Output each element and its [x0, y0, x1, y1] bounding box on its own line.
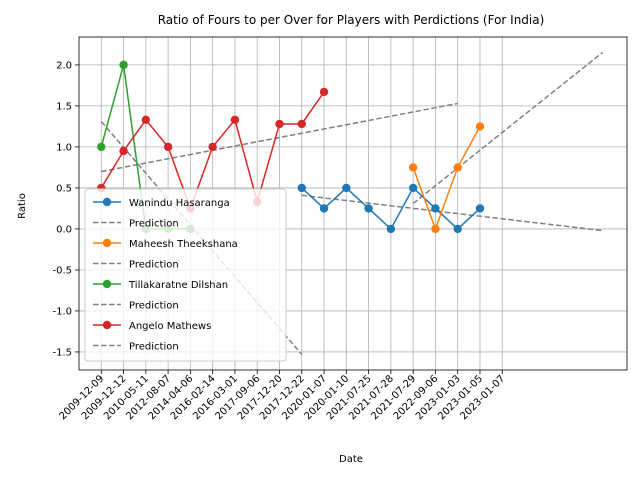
data-point — [453, 163, 462, 172]
legend-marker — [102, 279, 112, 289]
y-tick-label: 2.0 — [56, 60, 72, 71]
data-point — [408, 163, 418, 172]
legend-marker — [102, 238, 112, 248]
data-point — [408, 183, 418, 193]
data-point — [342, 183, 351, 193]
legend-label: Wanindu Hasaranga — [129, 198, 230, 209]
data-point — [319, 87, 329, 97]
y-tick-label: -1.5 — [52, 347, 72, 358]
data-point — [386, 224, 396, 234]
y-tick-label: 1.5 — [56, 101, 72, 112]
legend-marker — [102, 197, 112, 207]
legend-box — [84, 188, 287, 362]
data-point — [275, 119, 284, 129]
legend-label: Prediction — [129, 342, 179, 353]
prediction-line — [101, 102, 458, 173]
y-tick-label: -0.5 — [52, 265, 72, 276]
prediction-line — [301, 194, 603, 232]
data-point — [97, 142, 106, 152]
y-tick-label: 0.5 — [56, 183, 72, 194]
legend-marker — [102, 320, 112, 330]
data-point — [119, 146, 128, 156]
plot-frame — [78, 36, 628, 371]
series-line — [412, 126, 481, 232]
data-point — [141, 115, 151, 125]
prediction-line — [412, 51, 603, 205]
data-point — [230, 115, 240, 125]
data-point — [297, 119, 306, 129]
y-tick-label: 1.0 — [56, 142, 72, 153]
data-point — [475, 204, 485, 213]
y-tick-label: -1.0 — [52, 306, 72, 317]
legend: Wanindu Hasaranga Prediction Maheesh Theek… — [84, 188, 287, 362]
legend-label: Prediction — [129, 260, 179, 271]
y-tick-label: 0.0 — [56, 224, 72, 235]
data-point — [319, 204, 329, 213]
data-point — [431, 204, 440, 213]
legend-label: Prediction — [129, 219, 179, 230]
data-point — [364, 204, 373, 213]
legend-label: Tillakaratne Dilshan — [128, 280, 228, 291]
data-point — [208, 142, 217, 152]
data-point — [163, 142, 173, 152]
y-axis-label: Ratio — [17, 193, 28, 219]
data-point — [119, 60, 128, 70]
data-point — [475, 122, 485, 131]
legend-label: Maheesh Theekshana — [129, 239, 238, 250]
data-point — [431, 224, 440, 234]
chart-title: Ratio of Fours to per Over for Players w… — [158, 13, 545, 27]
data-point — [453, 224, 462, 234]
legend-label: Angelo Mathews — [129, 321, 211, 332]
legend-label: Prediction — [129, 301, 179, 312]
data-point — [297, 183, 306, 193]
x-axis-label: Date — [339, 454, 363, 465]
